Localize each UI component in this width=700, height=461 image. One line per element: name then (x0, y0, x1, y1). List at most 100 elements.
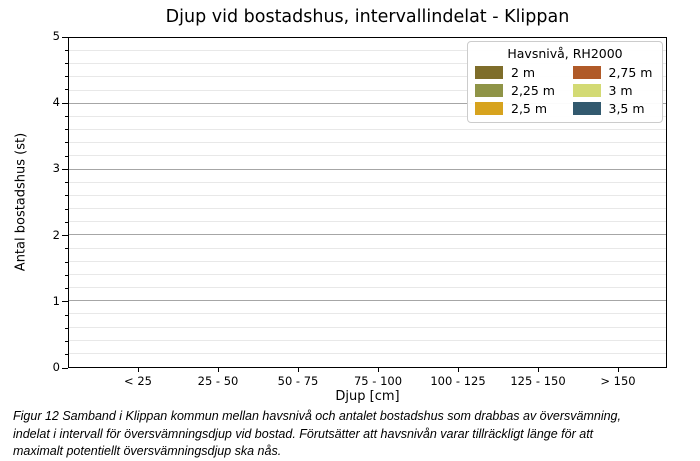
x-tick-label: 125 - 150 (510, 374, 566, 388)
x-tick (538, 368, 539, 372)
y-tick-label: 1 (52, 293, 60, 308)
legend-label: 2,25 m (511, 82, 555, 98)
caption-line: indelat i intervall för översvämningsdju… (13, 426, 594, 441)
y-minor-tick (65, 327, 68, 329)
legend-swatch (572, 101, 601, 115)
y-tick-label: 2 (52, 227, 60, 242)
gridline-minor (69, 326, 666, 328)
legend-item: 2,25 m (475, 83, 559, 98)
x-tick (138, 368, 139, 372)
legend-title: Havsnivå, RH2000 (507, 46, 623, 61)
gridline-minor (69, 89, 666, 91)
legend-item: 3 m (572, 82, 657, 98)
gridline-minor (69, 115, 666, 117)
legend-swatch (572, 65, 601, 79)
gridline-minor (69, 273, 666, 275)
y-major-tick (62, 367, 68, 369)
y-minor-tick (65, 221, 68, 223)
y-minor-tick (65, 49, 68, 51)
gridline-minor (69, 63, 666, 65)
gridline-minor (69, 181, 666, 183)
legend-label: 2,5 m (511, 100, 548, 116)
y-minor-tick (65, 208, 68, 210)
x-tick (218, 368, 219, 372)
caption-line: Figur 12 Samband i Klippan kommun mellan… (13, 409, 621, 423)
legend-swatch (475, 83, 503, 97)
legend-label: 3 m (608, 82, 633, 98)
gridline-minor (69, 50, 666, 52)
gridline-minor (69, 208, 666, 210)
gridline-minor (69, 247, 666, 249)
y-major-tick (62, 36, 68, 38)
y-tick-label: 5 (52, 29, 60, 43)
gridline-minor (69, 260, 666, 262)
y-minor-tick (65, 354, 68, 356)
y-major-tick (62, 235, 68, 237)
x-tick (618, 368, 619, 372)
y-minor-tick (65, 248, 68, 250)
y-minor-tick (65, 115, 68, 117)
y-tick-label: 4 (52, 95, 60, 110)
y-minor-tick (65, 274, 68, 276)
x-tick-label: > 150 (600, 374, 636, 388)
legend-label: 2,75 m (608, 64, 653, 80)
y-minor-tick (65, 129, 68, 131)
legend-item: 3,5 m (572, 100, 657, 116)
legend-label: 2 m (511, 64, 536, 80)
x-tick-label: < 25 (124, 374, 152, 388)
y-minor-tick (65, 314, 68, 316)
gridline-major (69, 234, 666, 236)
gridline-minor (69, 352, 666, 354)
gridline-minor (69, 155, 666, 157)
gridline-minor (69, 313, 666, 315)
y-minor-tick (65, 195, 68, 197)
legend-item: 2,5 m (475, 101, 559, 116)
y-minor-tick (65, 76, 68, 78)
gridline-minor (69, 76, 666, 78)
y-major-tick (62, 168, 68, 170)
gridline-minor (69, 129, 666, 131)
y-minor-tick (65, 89, 68, 91)
x-tick-label: 25 - 50 (197, 374, 239, 388)
chart-title: Djup vid bostadshus, intervallindelat - … (165, 7, 570, 27)
gridline-major (69, 300, 666, 302)
y-minor-tick (65, 62, 68, 64)
figure-caption: Figur 12 Samband i Klippan kommun mellan… (13, 408, 621, 461)
x-tick (378, 368, 379, 372)
y-major-tick (62, 102, 68, 104)
grid-layer (69, 38, 666, 367)
gridline-major (69, 168, 666, 170)
gridline-minor (69, 194, 666, 196)
y-minor-tick (65, 182, 68, 184)
y-minor-tick (65, 341, 68, 343)
plot-area: Havsnivå, RH2000 2 m 2,25 m 2,5 m 2,75 m 3 m… (68, 37, 667, 368)
legend-swatch (572, 83, 601, 97)
legend-item: 2,75 m (572, 64, 657, 80)
gridline-minor (69, 287, 666, 289)
gridline-major (69, 102, 666, 104)
caption-line: maximalt potentiellt översvämningsdjup s… (13, 444, 282, 458)
y-tick-label: 0 (52, 360, 60, 374)
gridline-minor (69, 221, 666, 223)
x-axis-label: Djup [cm] (335, 389, 400, 404)
x-tick (298, 368, 299, 372)
y-minor-tick (65, 261, 68, 263)
gridline-minor (69, 142, 666, 144)
x-tick (458, 368, 459, 372)
x-tick-label: 50 - 75 (277, 374, 319, 388)
x-tick-label: 100 - 125 (430, 374, 486, 388)
y-minor-tick (65, 142, 68, 144)
legend-label: 3,5 m (608, 100, 645, 116)
legend-items: 2 m 2,25 m 2,5 m 2,75 m 3 m 3,5 m (468, 62, 662, 122)
y-tick-label: 3 (52, 161, 60, 176)
y-minor-tick (65, 288, 68, 290)
legend-swatch (475, 101, 503, 115)
gridline-minor (69, 339, 666, 341)
y-axis-label: Antal bostadshus (st) (13, 132, 29, 272)
x-tick-label: 75 - 100 (353, 374, 403, 388)
legend: Havsnivå, RH2000 2 m 2,25 m 2,5 m 2,75 m 3 m… (467, 41, 663, 123)
y-minor-tick (65, 155, 68, 157)
legend-item: 2 m (475, 65, 559, 80)
y-major-tick (62, 301, 68, 303)
